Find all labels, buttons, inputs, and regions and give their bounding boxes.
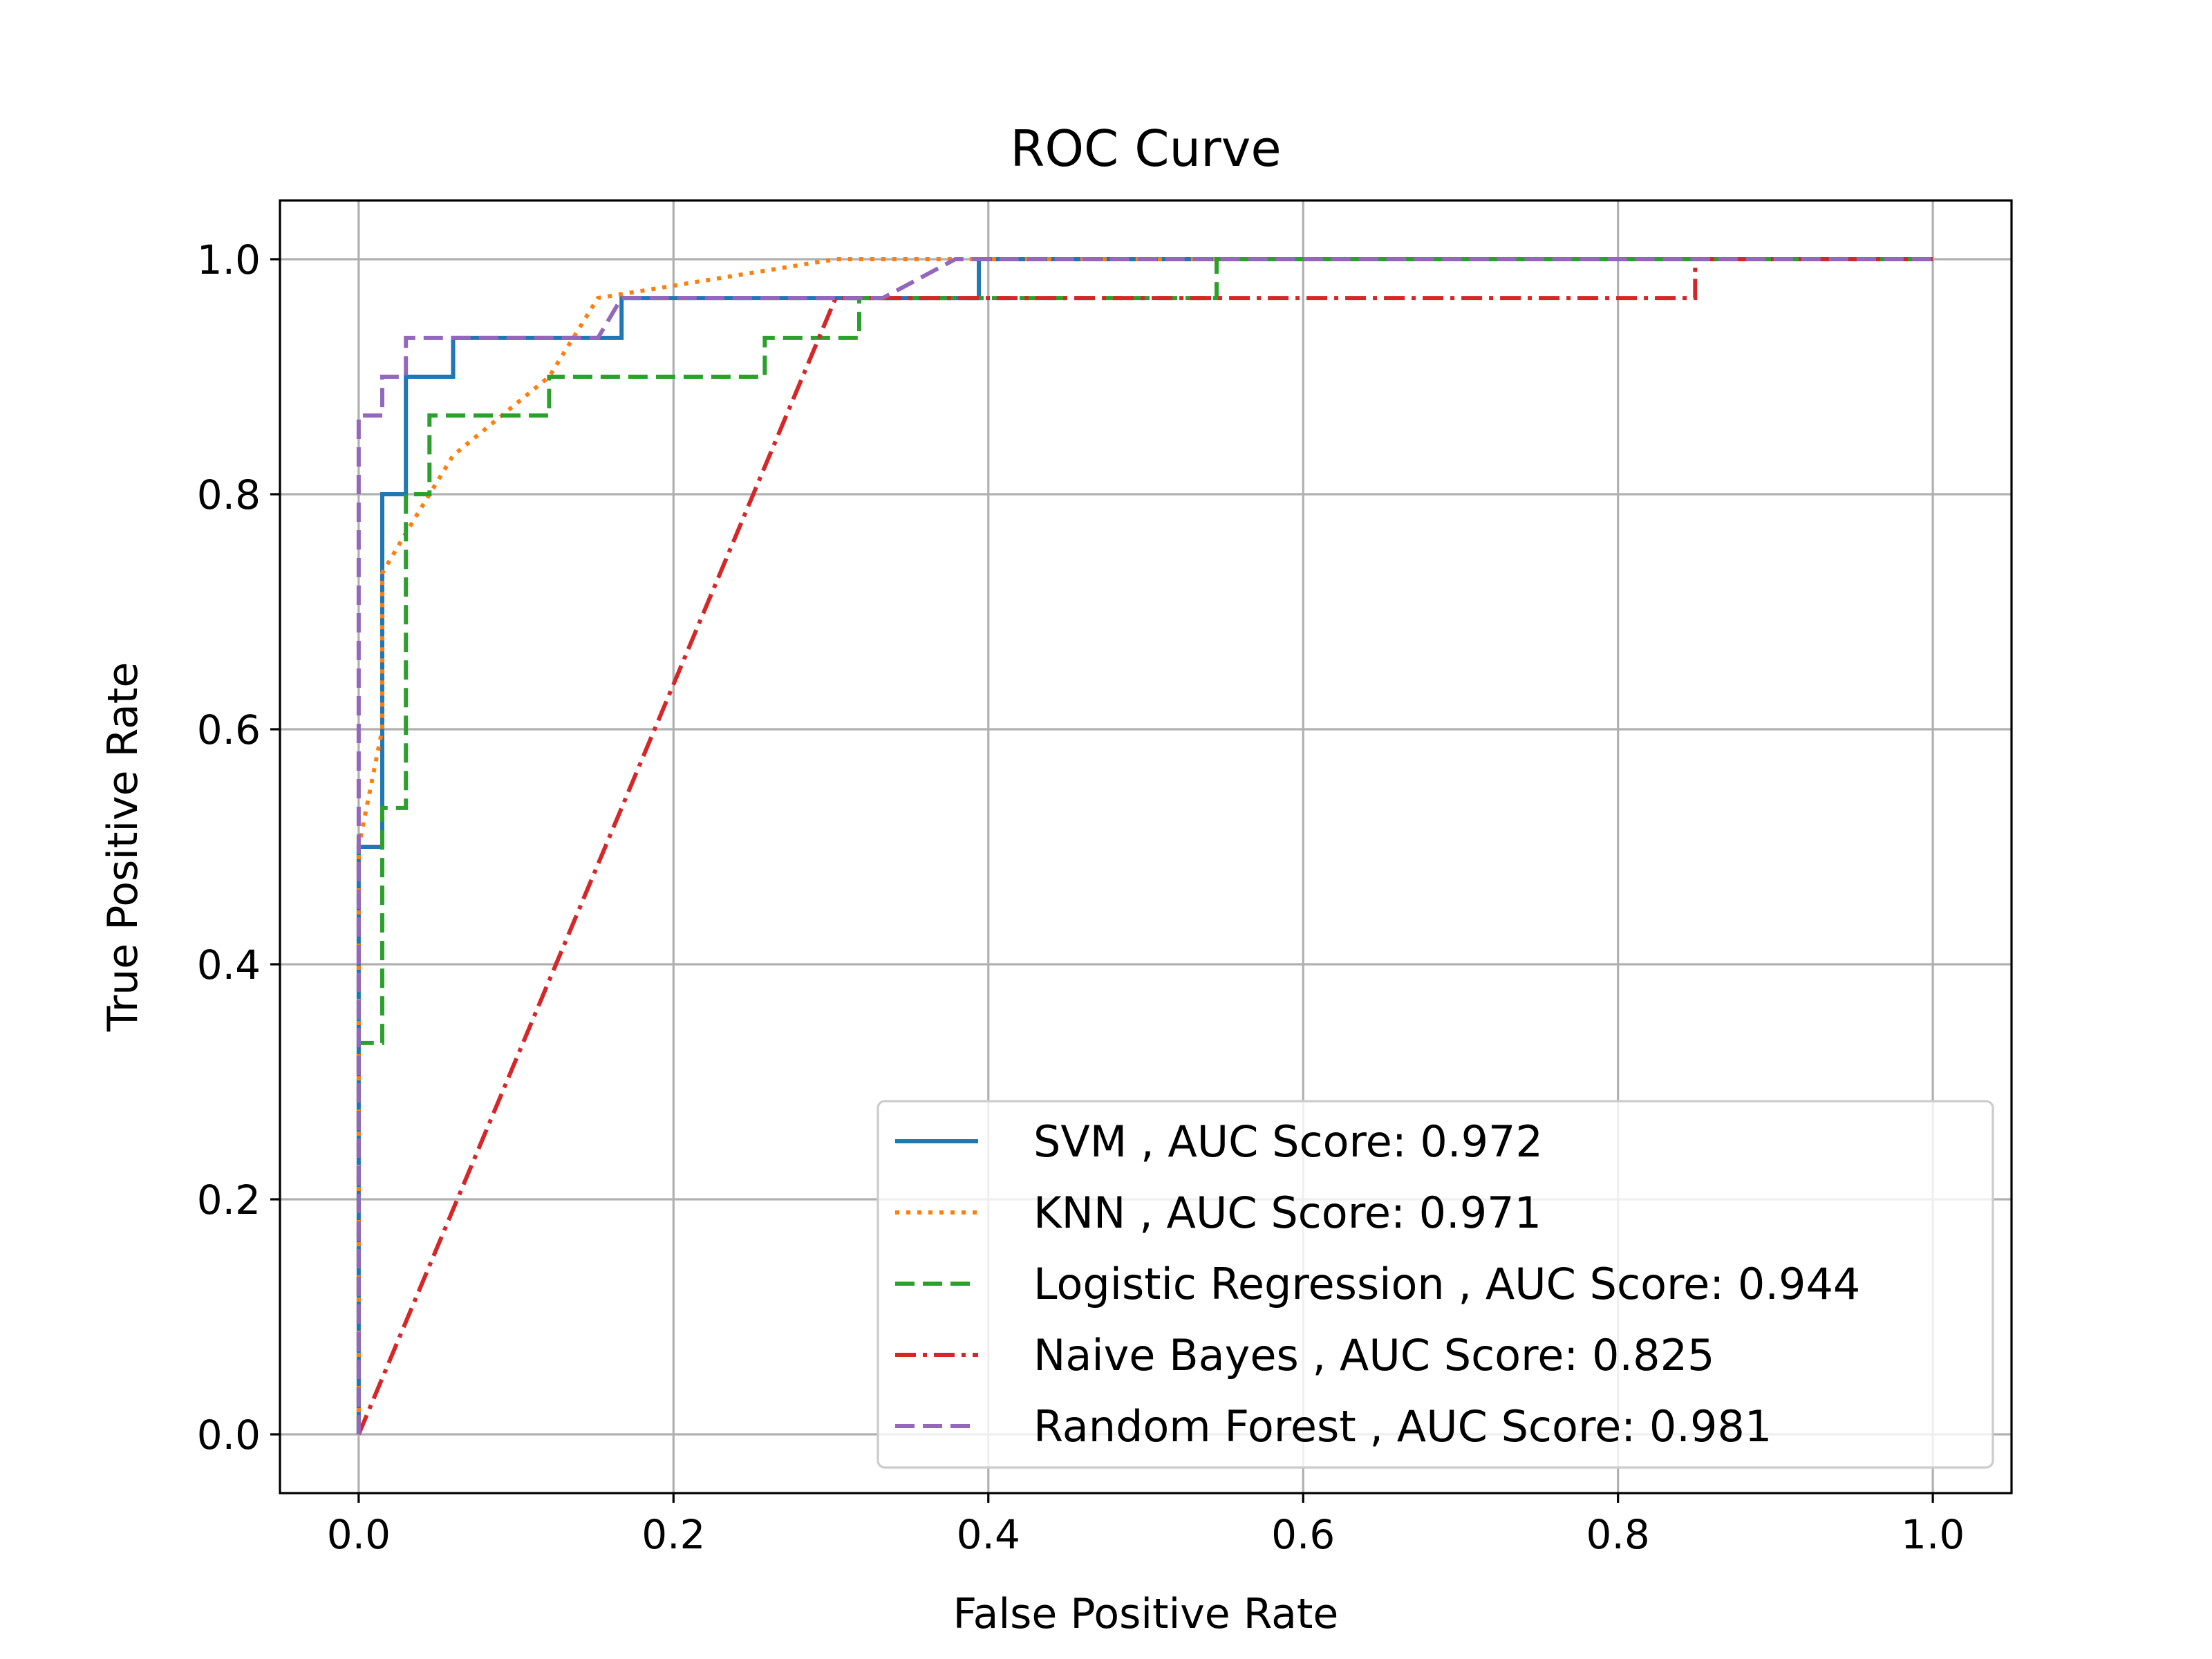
plot-frame — [279, 199, 2013, 1494]
legend: SVM , AUC Score: 0.972 KNN , AUC Score: 0… — [877, 1100, 1994, 1469]
x-axis-label: False Positive Rate — [953, 1590, 1339, 1638]
x-tick-label: 0.2 — [641, 1511, 705, 1558]
series-line-4 — [356, 257, 1933, 1434]
legend-label-3: Naive Bayes , AUC Score: 0.825 — [1033, 1330, 1714, 1380]
y-tick-label: 0.2 — [197, 1177, 261, 1224]
y-tick-label: 0.0 — [197, 1412, 261, 1459]
chart-title: ROC Curve — [1010, 120, 1281, 178]
y-axis-label: True Positive Rate — [99, 662, 147, 1032]
y-tick-label: 1.0 — [197, 236, 261, 283]
y-tick-label: 0.6 — [197, 706, 261, 753]
y-tick-label: 0.8 — [197, 471, 261, 518]
legend-label-1: KNN , AUC Score: 0.971 — [1033, 1188, 1541, 1238]
legend-label-4: Random Forest , AUC Score: 0.981 — [1033, 1401, 1772, 1452]
series-line-1 — [356, 257, 1933, 1434]
series-line-2 — [356, 257, 1933, 1434]
series-layer — [356, 257, 1933, 1436]
x-tick-label: 0.0 — [327, 1511, 391, 1558]
x-tick-label: 1.0 — [1901, 1511, 1965, 1558]
x-tick-label: 0.4 — [957, 1511, 1020, 1558]
x-tick-label: 0.6 — [1271, 1511, 1335, 1558]
x-tick-label: 0.8 — [1586, 1511, 1650, 1558]
legend-label-2: Logistic Regression , AUC Score: 0.944 — [1033, 1259, 1860, 1309]
legend-box — [877, 1100, 1994, 1469]
ticks: 0.0 0.2 0.4 0.6 0.8 1.0 0.0 0.2 0.4 0.6 0.8 1.0 — [197, 236, 1965, 1558]
grid — [280, 200, 2012, 1493]
legend-label-0: SVM , AUC Score: 0.972 — [1033, 1116, 1543, 1167]
y-tick-label: 0.4 — [197, 941, 261, 988]
